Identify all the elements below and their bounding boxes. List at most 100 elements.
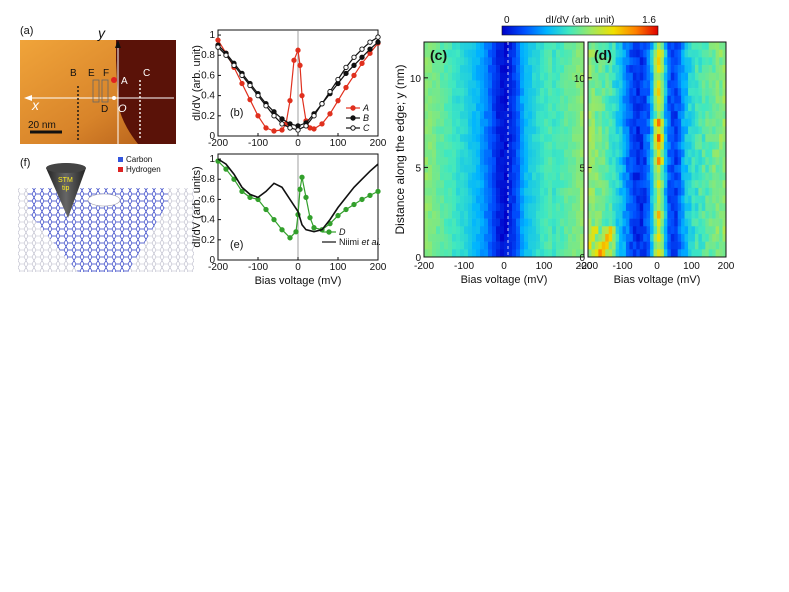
heatmap-cell xyxy=(572,42,577,50)
heatmap-cell xyxy=(576,164,581,173)
heatmap-cell xyxy=(660,218,665,227)
heatmap-cell xyxy=(472,249,477,258)
heatmap-cell xyxy=(464,249,469,258)
heatmap-cell xyxy=(674,218,678,227)
heatmap-cell xyxy=(677,241,682,250)
heatmap-cell xyxy=(605,149,609,158)
x-tick-label: -100 xyxy=(454,261,474,272)
heatmap-cell xyxy=(456,172,461,181)
heatmap-cell xyxy=(496,241,501,250)
heatmap-cell xyxy=(653,195,658,204)
heatmap-cell xyxy=(629,218,634,227)
heatmap-cell xyxy=(568,95,573,104)
heatmap-cell xyxy=(688,226,692,235)
heatmap-cell xyxy=(452,172,457,181)
heatmap-cell xyxy=(688,164,692,173)
heatmap-cell xyxy=(636,88,641,97)
heatmap-cell xyxy=(615,134,620,143)
heatmap-cell xyxy=(694,187,699,196)
heatmap-cell xyxy=(520,57,525,66)
heatmap-cell xyxy=(552,134,557,143)
heatmap-cell xyxy=(650,57,654,66)
heatmap-cell xyxy=(705,49,710,58)
heatmap-cell xyxy=(532,49,537,58)
heatmap-cell xyxy=(608,172,613,181)
heatmap-cell xyxy=(428,249,433,258)
heatmap-cell xyxy=(560,49,565,58)
heatmap-cell xyxy=(684,111,689,120)
heatmap-cell xyxy=(639,195,644,204)
heatmap-cell xyxy=(646,180,651,189)
heatmap-cell xyxy=(544,157,549,166)
heatmap-cell xyxy=(432,180,437,189)
heatmap-cell xyxy=(524,233,529,242)
heatmap-cell xyxy=(576,149,581,158)
heatmap-cell xyxy=(684,249,689,258)
heatmap-cell xyxy=(456,149,461,158)
heatmap-cell xyxy=(608,249,613,258)
heatmap-cell xyxy=(436,157,441,166)
heatmap-cell xyxy=(528,164,533,173)
y-tick-label: 0.6 xyxy=(201,194,215,205)
heatmap-cell xyxy=(691,195,696,204)
heatmap-cell xyxy=(580,226,585,235)
heatmap-cell xyxy=(464,118,469,127)
heatmap-cell xyxy=(480,180,485,189)
heatmap-cell xyxy=(722,180,727,189)
heatmap-cell xyxy=(594,49,599,58)
heatmap-cell xyxy=(552,88,557,97)
heatmap-cell xyxy=(556,249,561,258)
heatmap-cell xyxy=(622,249,627,258)
heatmap-cell xyxy=(660,187,665,196)
heatmap-cell xyxy=(576,195,581,204)
heatmap-cell xyxy=(622,233,627,242)
heatmap-cell xyxy=(492,88,497,97)
heatmap-cell xyxy=(612,210,616,219)
heatmap-cell xyxy=(440,157,445,166)
heatmap-cell xyxy=(520,218,525,227)
heatmap-cell xyxy=(476,164,481,173)
heatmap-cell xyxy=(560,72,565,81)
heatmap-cell xyxy=(504,118,509,127)
heatmap-cell xyxy=(615,42,620,50)
heatmap-cell xyxy=(556,141,561,150)
heatmap-cell xyxy=(619,203,623,212)
heatmap-cell xyxy=(660,203,665,212)
heatmap-cell xyxy=(705,134,710,143)
heatmap-cell xyxy=(667,57,672,66)
heatmap-cell xyxy=(674,226,678,235)
heatmap-cell xyxy=(670,172,675,181)
heatmap-cell xyxy=(594,157,599,166)
heatmap-cell xyxy=(701,233,706,242)
heatmap-cell xyxy=(588,134,592,143)
heatmap-cell xyxy=(650,134,654,143)
heatmap-cell xyxy=(715,157,720,166)
heatmap-cell xyxy=(520,180,525,189)
heatmap-cell xyxy=(460,172,465,181)
heatmap-cell xyxy=(504,241,509,250)
heatmap-cell xyxy=(719,241,723,250)
heatmap-cell xyxy=(684,172,689,181)
heatmap-cell xyxy=(701,141,706,150)
heatmap-cell xyxy=(504,49,509,58)
heatmap-cell xyxy=(428,42,433,50)
heatmap-cell xyxy=(560,57,565,66)
heatmap-cell xyxy=(694,241,699,250)
heatmap-cell xyxy=(643,218,647,227)
heatmap-cell xyxy=(608,233,613,242)
heatmap-cell xyxy=(636,49,641,58)
heatmap-cell xyxy=(622,88,627,97)
heatmap-cell xyxy=(660,141,665,150)
heatmap-cell xyxy=(464,180,469,189)
data-point xyxy=(319,121,325,127)
heatmap-cell xyxy=(464,241,469,250)
heatmap-cell xyxy=(632,187,637,196)
heatmap-cell xyxy=(444,88,449,97)
heatmap-cell xyxy=(705,226,710,235)
heatmap-cell xyxy=(701,95,706,104)
heatmap-cell xyxy=(452,72,457,81)
heatmap-cell xyxy=(532,95,537,104)
heatmap-cell xyxy=(508,42,513,50)
heatmap-cell xyxy=(552,80,557,89)
heatmap-cell xyxy=(476,203,481,212)
